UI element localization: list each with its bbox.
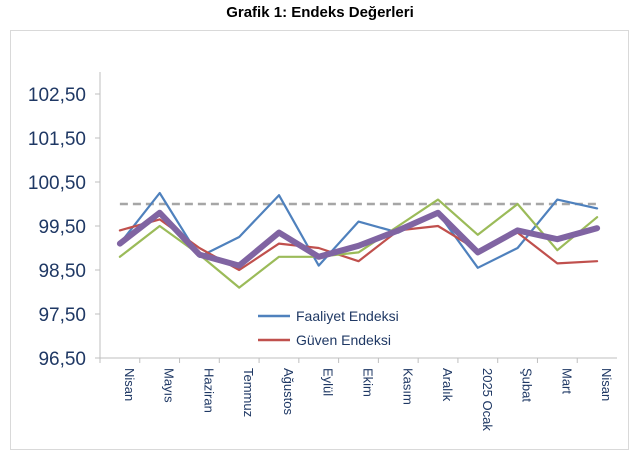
x-tick-label: Ağustos [281,368,296,415]
y-tick-label: 98,50 [38,261,86,282]
x-tick-labels: Nisan Mayıs Haziran Temmuz Ağustos Eylül Ekim K… [122,368,614,431]
x-tick-label: Kasım [400,368,415,405]
x-tick-label: Ekim [361,368,376,397]
chart-frame [10,30,629,450]
x-tick-label: Mart [559,368,574,394]
legend: Faaliyet Endeksi Güven Endeksi [258,308,399,348]
x-tick-label: 2025 Ocak [480,368,495,431]
x-tick-label: Şubat [520,368,535,402]
x-tick-label: Eylül [321,368,336,396]
x-tick-label: Haziran [201,368,216,413]
y-tick-label: 100,50 [28,173,86,194]
y-tick-label: 102,50 [28,85,86,106]
x-tick-label: Nisan [599,368,614,401]
x-tick-label: Temmuz [241,368,256,417]
y-tick-label: 101,50 [28,129,86,150]
y-tick-label: 96,50 [38,349,86,370]
legend-label: Güven Endeksi [296,332,391,348]
chart-title: Grafik 1: Endeks Değerleri [226,4,414,21]
y-tick-label: 99,50 [38,217,86,238]
x-tick-label: Aralık [440,368,455,402]
x-tick-label: Mayıs [162,368,177,403]
y-tick-labels: 96,50 97,50 98,50 99,50 100,50 101,50 102,50 [28,85,86,370]
legend-label: Faaliyet Endeksi [296,308,399,324]
series-line-4 [116,209,601,269]
y-tick-label: 97,50 [38,305,86,326]
axes [95,72,617,363]
series-lines [116,191,601,289]
x-tick-label: Nisan [122,368,137,401]
